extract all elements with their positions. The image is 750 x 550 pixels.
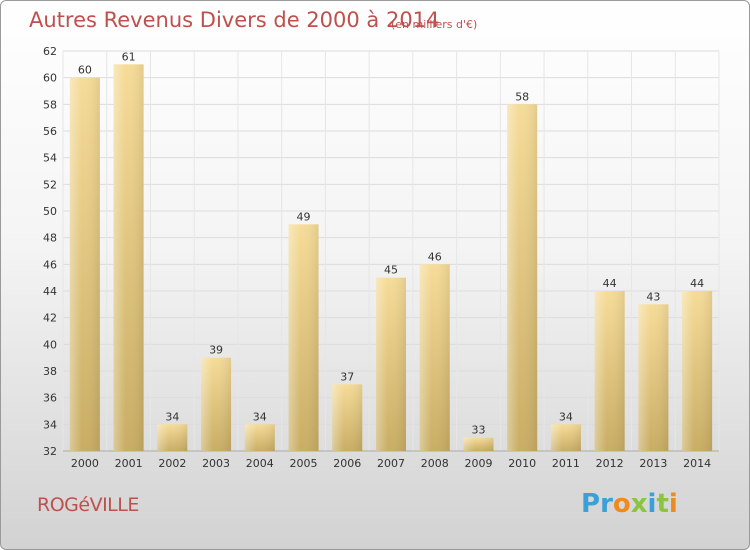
value-label-2002: 34 bbox=[165, 410, 179, 423]
x-tick-label-2008: 2008 bbox=[421, 457, 449, 470]
bar-highlight-2006 bbox=[332, 384, 363, 451]
x-tick-label-2011: 2011 bbox=[552, 457, 580, 470]
x-tick-label-2003: 2003 bbox=[202, 457, 230, 470]
logo-letter: r bbox=[600, 489, 613, 519]
y-tick-label: 36 bbox=[43, 392, 57, 405]
y-tick-label: 56 bbox=[43, 125, 57, 138]
value-label-2010: 58 bbox=[515, 90, 529, 103]
bars bbox=[69, 64, 713, 452]
bar-highlight-2008 bbox=[419, 264, 450, 451]
value-label-2005: 49 bbox=[297, 210, 311, 223]
bar-highlight-2013 bbox=[638, 304, 669, 451]
chart-title: Autres Revenus Divers de 2000 à 2014 bbox=[29, 8, 440, 32]
value-labels: 60 61 34 39 34 49 37 45 46 33 58 34 44 43 44 bbox=[78, 50, 704, 436]
bar-highlight-2003 bbox=[201, 357, 232, 451]
value-label-2000: 60 bbox=[78, 64, 92, 77]
x-tick-label-2006: 2006 bbox=[333, 457, 361, 470]
logo-letter: x bbox=[630, 489, 648, 519]
chart-subtitle: (en milliers d'€) bbox=[391, 18, 478, 31]
proxiti-logo: Proxiti bbox=[581, 489, 678, 519]
y-tick-label: 54 bbox=[43, 152, 57, 165]
bar-highlight-2002 bbox=[157, 424, 188, 451]
logo-letter: i bbox=[668, 489, 678, 519]
value-label-2012: 44 bbox=[603, 277, 617, 290]
x-tick-label-2000: 2000 bbox=[71, 457, 99, 470]
x-tick-label-2013: 2013 bbox=[639, 457, 667, 470]
x-tick-label-2007: 2007 bbox=[377, 457, 405, 470]
bar-highlight-2009 bbox=[463, 437, 494, 451]
y-tick-label: 38 bbox=[43, 365, 57, 378]
y-tick-label: 62 bbox=[43, 45, 57, 58]
value-label-2003: 39 bbox=[209, 344, 223, 357]
logo-letter: i bbox=[647, 489, 657, 519]
bar-highlight-2001 bbox=[113, 64, 144, 452]
y-tick-label: 46 bbox=[43, 258, 57, 271]
value-label-2013: 43 bbox=[646, 290, 660, 303]
x-tick-label-2012: 2012 bbox=[596, 457, 624, 470]
y-axis-labels: 32 34 36 38 40 42 44 46 48 50 52 54 56 58 60 62 bbox=[43, 45, 57, 458]
y-tick-label: 50 bbox=[43, 205, 57, 218]
bar-highlight-2007 bbox=[376, 277, 406, 451]
y-tick-label: 44 bbox=[43, 285, 57, 298]
bar-highlight-2010 bbox=[507, 104, 538, 451]
value-label-2004: 34 bbox=[253, 410, 267, 423]
value-label-2009: 33 bbox=[471, 424, 485, 437]
value-label-2001: 61 bbox=[122, 50, 136, 63]
x-tick-label-2002: 2002 bbox=[158, 457, 186, 470]
city-name: ROGéVILLE bbox=[37, 494, 139, 516]
y-tick-label: 40 bbox=[43, 338, 57, 351]
y-tick-label: 48 bbox=[43, 232, 57, 245]
bar-highlight-2005 bbox=[288, 224, 319, 451]
value-label-2008: 46 bbox=[428, 250, 442, 263]
value-label-2007: 45 bbox=[384, 264, 398, 277]
x-tick-label-2009: 2009 bbox=[464, 457, 492, 470]
bar-highlight-2000 bbox=[69, 77, 100, 452]
value-label-2011: 34 bbox=[559, 410, 573, 423]
value-label-2006: 37 bbox=[340, 370, 354, 383]
x-axis-labels: 2000 2001 2002 2003 2004 2005 2006 2007 2008 2009… bbox=[71, 457, 711, 470]
y-tick-label: 60 bbox=[43, 72, 57, 85]
x-tick-label-2001: 2001 bbox=[115, 457, 143, 470]
value-label-2014: 44 bbox=[690, 277, 704, 290]
x-tick-label-2004: 2004 bbox=[246, 457, 274, 470]
bar-highlight-2012 bbox=[594, 291, 625, 451]
x-tick-label-2010: 2010 bbox=[508, 457, 536, 470]
y-tick-label: 34 bbox=[43, 418, 57, 431]
y-tick-label: 58 bbox=[43, 98, 57, 111]
y-tick-label: 52 bbox=[43, 178, 57, 191]
logo-letter: o bbox=[612, 489, 631, 519]
bar-highlight-2004 bbox=[244, 424, 275, 451]
x-tick-label-2014: 2014 bbox=[683, 457, 711, 470]
bar-highlight-2011 bbox=[550, 424, 581, 451]
y-tick-label: 42 bbox=[43, 312, 57, 325]
x-tick-label-2005: 2005 bbox=[290, 457, 318, 470]
y-tick-label: 32 bbox=[43, 445, 57, 458]
bar-highlight-2014 bbox=[682, 291, 713, 451]
logo-letter: P bbox=[581, 489, 601, 519]
logo-letter: t bbox=[656, 489, 669, 519]
